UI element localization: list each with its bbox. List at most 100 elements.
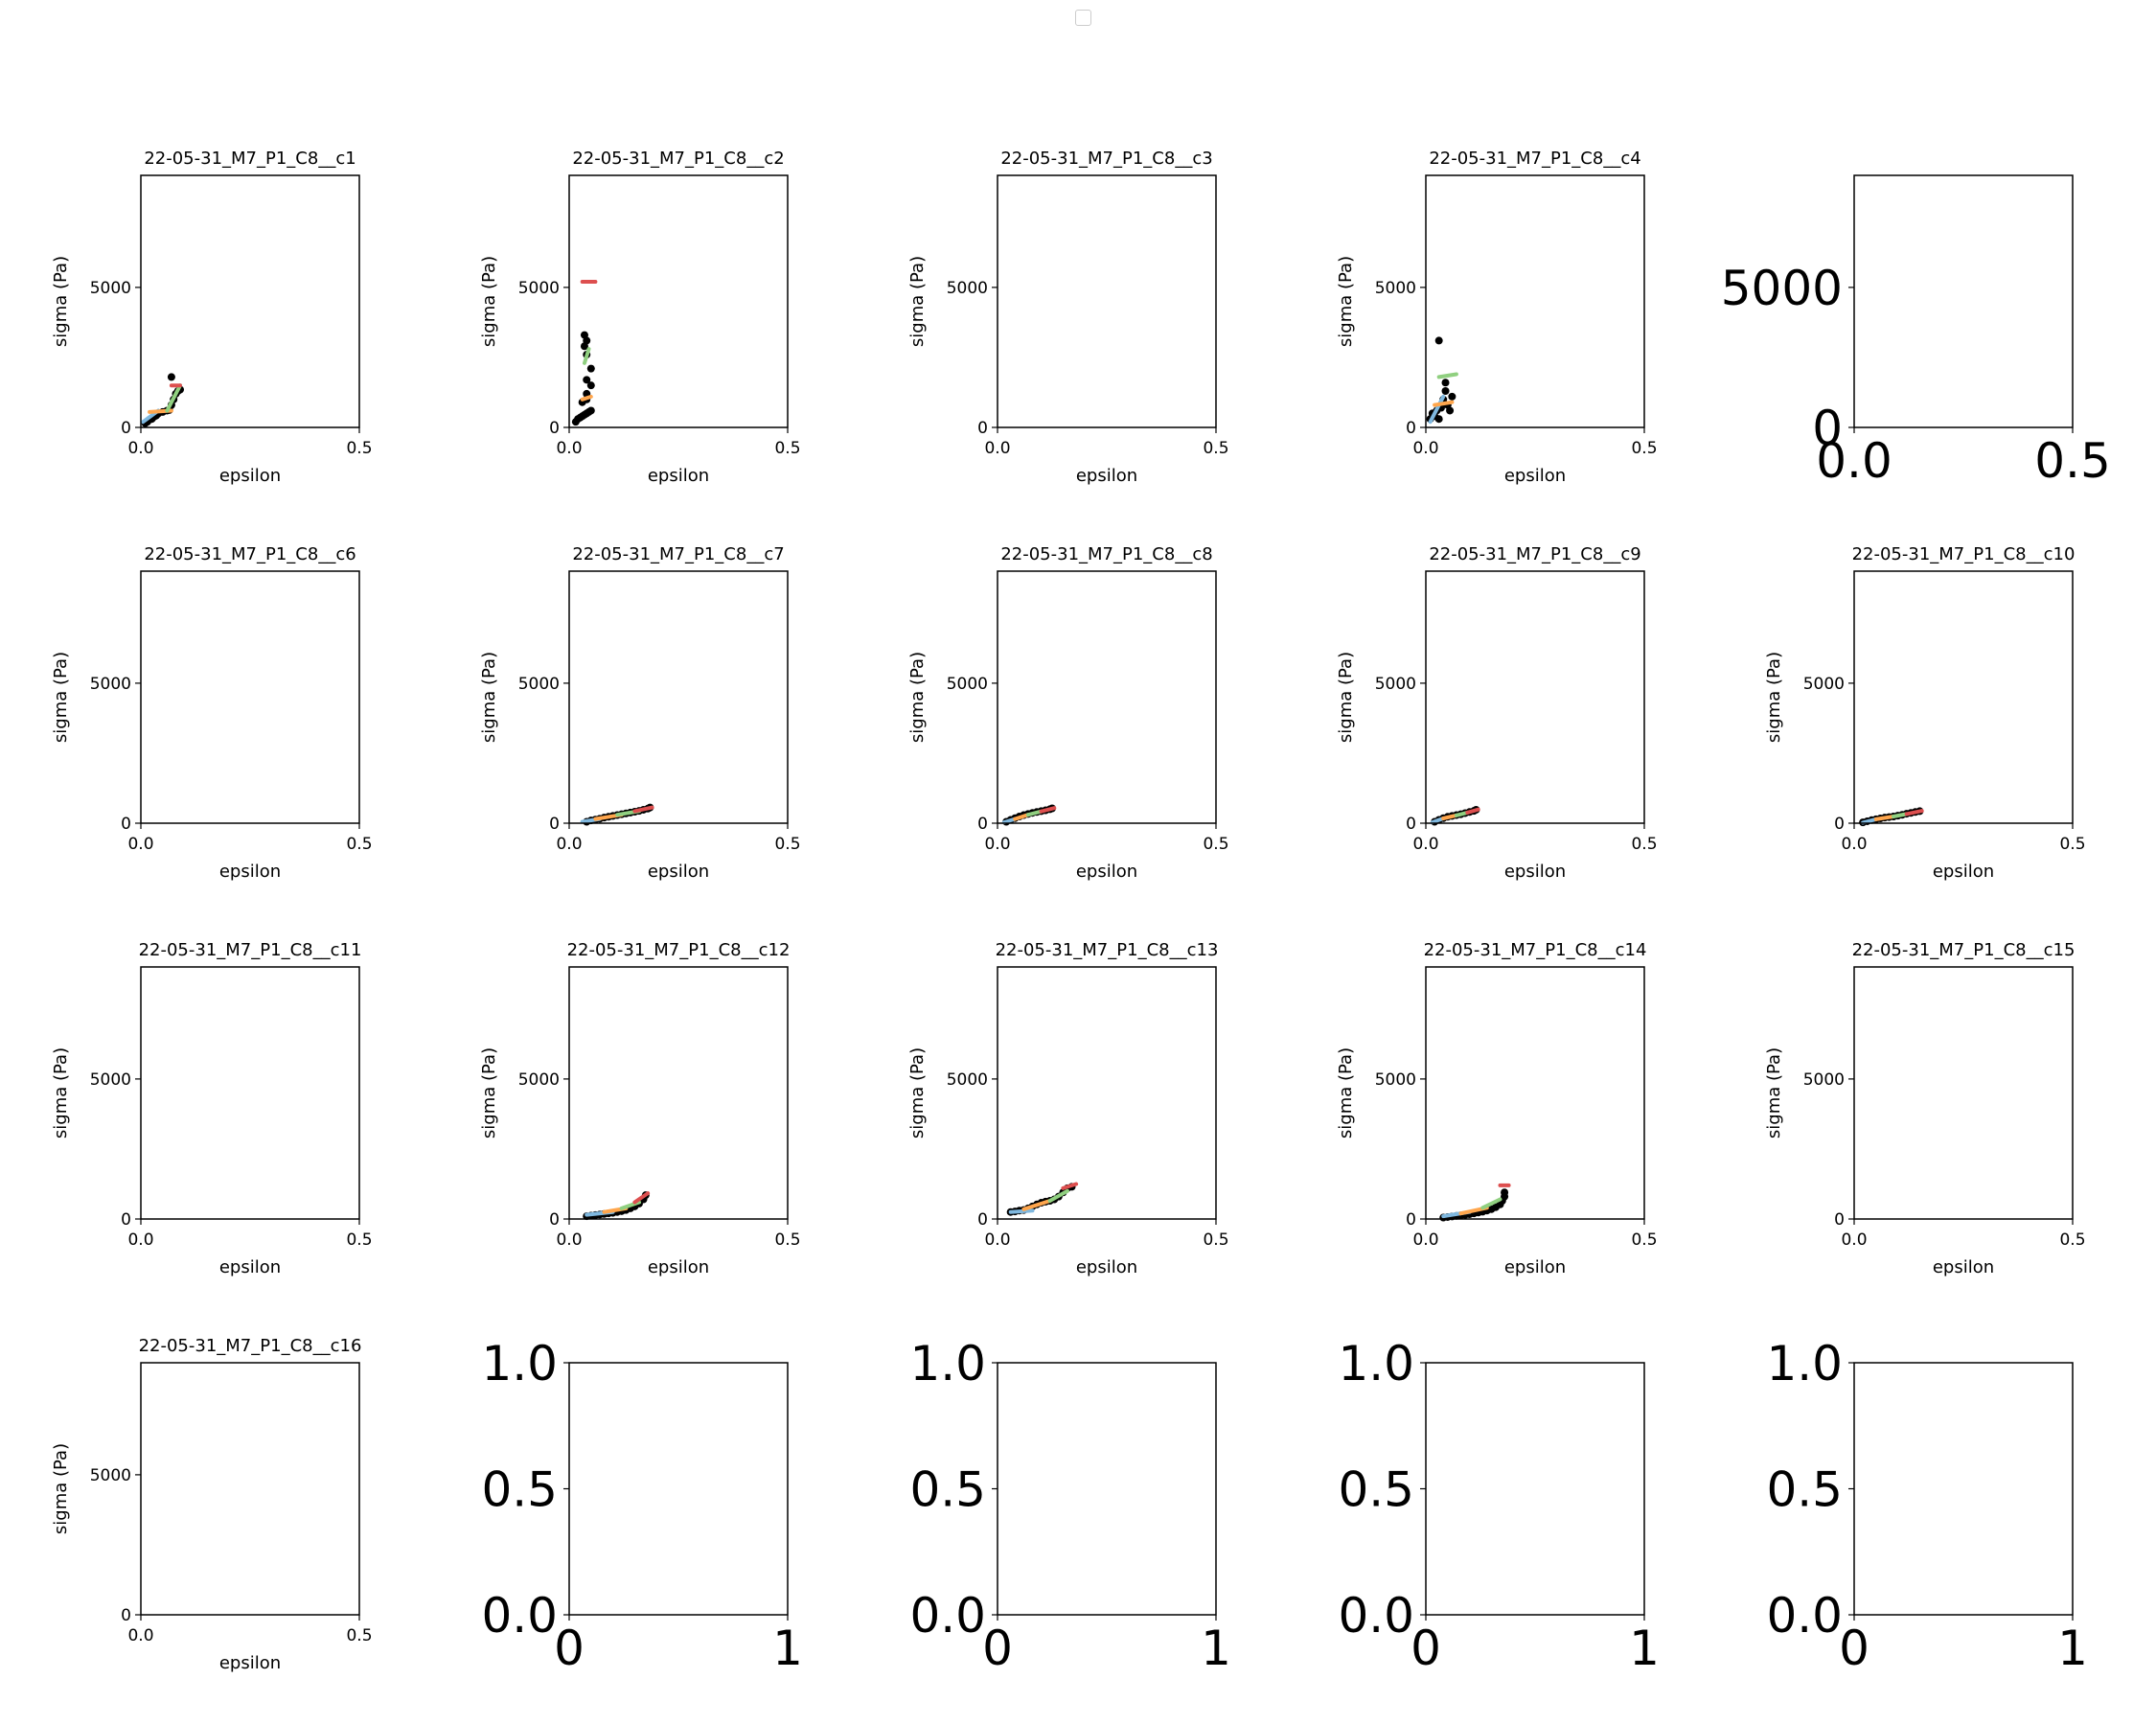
y-axis-label: sigma (Pa) [51, 652, 71, 743]
data-point [586, 364, 595, 373]
y-tick-label: 0 [549, 419, 560, 438]
fit-segment [1039, 806, 1057, 814]
axes-frame [140, 174, 360, 428]
x-axis-label: epsilon [219, 1653, 281, 1673]
x-tick-label: 0.0 [1412, 835, 1438, 854]
fit-segment [1436, 372, 1458, 380]
y-tick-label: 0 [1406, 419, 1416, 438]
fit-segment [1441, 813, 1458, 820]
fit-segment [1428, 394, 1446, 425]
subplot-title: 22-05-31_M7_P1_C8__c4 [1429, 149, 1640, 169]
subplot-17: 0 1 0.0 0.5 1.0 [481, 1336, 802, 1676]
x-tick-label: 0.0 [127, 1230, 153, 1250]
y-axis-label: sigma (Pa) [907, 1047, 928, 1138]
x-tick-label: 0.0 [556, 835, 582, 854]
subplot-title: 22-05-31_M7_P1_C8__c12 [567, 940, 791, 960]
y-tick-label: 0 [1834, 815, 1845, 834]
x-tick-label: 1 [772, 1621, 803, 1676]
x-tick-label: 0 [982, 1621, 1013, 1676]
x-tick-label: 0.5 [346, 439, 372, 458]
data-point [580, 331, 588, 339]
y-tick-label: 0 [549, 815, 560, 834]
y-tick-label: 5000 [1803, 675, 1845, 694]
x-tick-label: 0 [1411, 1621, 1441, 1676]
data-point [167, 373, 175, 381]
y-axis-label: sigma (Pa) [51, 256, 71, 347]
axes-frame [568, 570, 789, 824]
y-tick-label: 0 [977, 419, 988, 438]
x-axis-label: epsilon [1504, 862, 1566, 882]
x-axis-label: epsilon [1076, 862, 1137, 882]
axes-frame [997, 966, 1217, 1220]
x-tick-label: 0.0 [556, 1230, 582, 1250]
x-tick-label: 0.0 [1841, 835, 1867, 854]
y-tick-label: 0 [121, 1210, 131, 1230]
subplot-14: 0.0 0.5 0 5000 22-05-31_M7_P1_C8__c14epsilon… [1336, 940, 1658, 1277]
axes-frame [1425, 570, 1645, 824]
x-tick-label: 0.0 [127, 439, 153, 458]
y-tick-label: 1.0 [481, 1336, 558, 1392]
x-tick-label: 0.0 [984, 439, 1010, 458]
y-tick-label: 5000 [1375, 1070, 1416, 1090]
y-tick-label: 5000 [518, 675, 560, 694]
fit-segment [1904, 809, 1924, 816]
axes-frame [1425, 1362, 1645, 1616]
data-point [1434, 336, 1443, 345]
x-axis-label: epsilon [1933, 1257, 1994, 1277]
axes-frame [997, 1362, 1217, 1616]
x-tick-label: 0.0 [556, 439, 582, 458]
data-point [586, 406, 595, 415]
y-tick-label: 5000 [518, 279, 560, 298]
subplot-title: 22-05-31_M7_P1_C8__c1 [144, 149, 356, 169]
x-tick-label: 0.0 [1816, 433, 1892, 489]
axes-frame [568, 174, 789, 428]
x-tick-label: 0.0 [127, 835, 153, 854]
x-axis-label: epsilon [1076, 1257, 1137, 1277]
axes-frame [568, 1362, 789, 1616]
y-tick-label: 5000 [518, 1070, 560, 1090]
fit-segment [1480, 1197, 1502, 1210]
x-tick-label: 0 [1839, 1621, 1869, 1676]
subplot-title: 22-05-31_M7_P1_C8__c3 [1000, 149, 1212, 169]
data-point [1448, 392, 1456, 401]
fit-segment [580, 394, 593, 402]
axes-frame [1425, 966, 1645, 1220]
subplot-12: 0.0 0.5 0 5000 22-05-31_M7_P1_C8__c12epsilon… [479, 940, 801, 1277]
fit-segment [1465, 807, 1480, 815]
y-tick-label: 0.0 [1338, 1588, 1414, 1644]
axes-frame [140, 1362, 360, 1616]
axes-frame [997, 570, 1217, 824]
y-tick-label: 0 [121, 419, 131, 438]
subplot-title: 22-05-31_M7_P1_C8__c6 [144, 544, 356, 564]
y-axis-label: sigma (Pa) [1336, 1047, 1356, 1138]
y-tick-label: 0 [977, 815, 988, 834]
subplot-15: 0.0 0.5 0 5000 22-05-31_M7_P1_C8__c15epsilon… [1764, 940, 2086, 1277]
y-axis-label: sigma (Pa) [51, 1047, 71, 1138]
y-tick-label: 5000 [1803, 1070, 1845, 1090]
x-tick-label: 0.5 [346, 1230, 372, 1250]
fit-segment [165, 383, 182, 413]
x-tick-label: 0.0 [984, 835, 1010, 854]
y-tick-label: 0.5 [1766, 1462, 1843, 1518]
y-tick-label: 5000 [90, 1070, 131, 1090]
x-axis-label: epsilon [219, 1257, 281, 1277]
x-tick-label: 0.0 [984, 1230, 1010, 1250]
x-axis-label: epsilon [219, 862, 281, 882]
axes-frame [568, 966, 789, 1220]
data-point [1441, 379, 1450, 387]
y-axis-label: sigma (Pa) [907, 652, 928, 743]
y-tick-label: 5000 [1375, 675, 1416, 694]
x-axis-label: epsilon [1933, 862, 1994, 882]
y-tick-label: 0.0 [1766, 1588, 1843, 1644]
y-tick-label: 5000 [947, 1070, 988, 1090]
y-tick-label: 5000 [947, 279, 988, 298]
subplot-title: 22-05-31_M7_P1_C8__c16 [139, 1336, 362, 1356]
fit-segment [1061, 1182, 1079, 1190]
y-tick-label: 5000 [90, 1466, 131, 1485]
fit-segment [632, 805, 654, 814]
